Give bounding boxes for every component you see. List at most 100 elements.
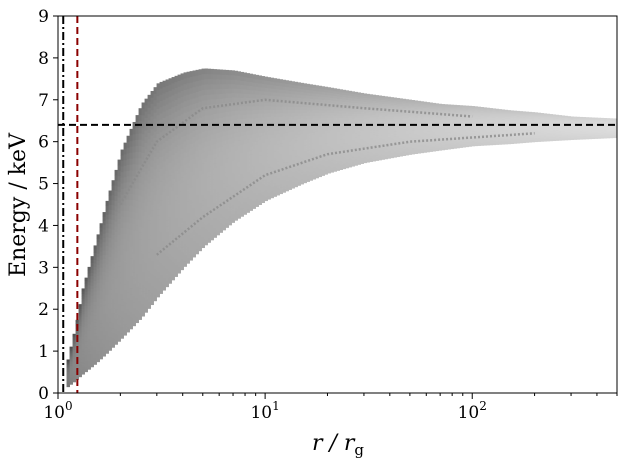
heatmap-cell	[162, 216, 166, 223]
heatmap-cell	[468, 122, 472, 125]
heatmap-cell	[66, 370, 70, 372]
heatmap-cell	[417, 103, 421, 106]
heatmap-cell	[261, 102, 265, 107]
heatmap-cell	[426, 141, 430, 144]
heatmap-cell	[483, 136, 487, 138]
heatmap-cell	[420, 137, 424, 140]
heatmap-cell	[102, 271, 106, 277]
heatmap-cell	[96, 331, 100, 336]
heatmap-cell	[165, 164, 169, 172]
heatmap-cell	[411, 122, 415, 125]
heatmap-cell	[252, 133, 256, 138]
heatmap-cell	[231, 209, 235, 214]
heatmap-cell	[192, 202, 196, 209]
heatmap-cell	[252, 125, 256, 130]
heatmap-cell	[261, 87, 265, 92]
heatmap-cell	[438, 127, 442, 129]
heatmap-cell	[93, 339, 97, 344]
heatmap-cell	[252, 192, 256, 198]
heatmap-cell	[408, 104, 412, 107]
heatmap-cell	[219, 131, 223, 137]
heatmap-cell	[159, 100, 163, 108]
heatmap-cell	[264, 120, 268, 125]
heatmap-cell	[102, 241, 106, 247]
heatmap-cell	[315, 167, 319, 171]
heatmap-cell	[408, 133, 412, 136]
heatmap-cell	[321, 104, 325, 108]
heatmap-cell	[255, 148, 259, 153]
heatmap-cell	[117, 180, 121, 187]
heatmap-cell	[342, 136, 346, 139]
heatmap-cell	[240, 199, 244, 204]
heatmap-cell	[144, 174, 148, 181]
heatmap-cell	[207, 232, 211, 238]
heatmap-cell	[360, 132, 364, 135]
heatmap-cell	[426, 131, 430, 134]
heatmap-cell	[150, 273, 154, 280]
heatmap-cell	[282, 126, 286, 130]
heatmap-cell	[342, 143, 346, 146]
heatmap-cell	[258, 121, 262, 126]
heatmap-cell	[255, 86, 259, 91]
heatmap-cell	[123, 267, 127, 274]
heatmap-cell	[435, 128, 439, 131]
heatmap-cell	[240, 144, 244, 149]
heatmap-cell	[492, 118, 496, 120]
heatmap-cell	[195, 205, 199, 211]
heatmap-cell	[78, 366, 82, 369]
heatmap-cell	[405, 117, 409, 120]
heatmap-cell	[369, 129, 373, 133]
heatmap-cell	[249, 170, 253, 175]
heatmap-cell	[489, 138, 493, 140]
heatmap-cell	[378, 146, 382, 149]
heatmap-cell	[225, 120, 229, 126]
heatmap-cell	[411, 131, 415, 134]
heatmap-cell	[390, 113, 394, 116]
heatmap-cell	[378, 148, 382, 151]
heatmap-cell	[186, 173, 190, 180]
heatmap-cell	[321, 157, 325, 161]
heatmap-cell	[444, 120, 448, 122]
heatmap-cell	[489, 111, 493, 113]
heatmap-cell	[258, 196, 262, 202]
heatmap-cell	[246, 208, 250, 213]
heatmap-cell	[243, 80, 247, 86]
heatmap-cell	[396, 104, 400, 107]
heatmap-cell	[294, 162, 298, 166]
heatmap-cell	[489, 114, 493, 117]
heatmap-cell	[465, 115, 469, 117]
heatmap-cell	[162, 86, 166, 94]
heatmap-cell	[165, 237, 169, 245]
heatmap-cell	[462, 126, 466, 128]
heatmap-cell	[147, 233, 151, 240]
heatmap-cell	[300, 178, 304, 182]
heatmap-cell	[66, 361, 70, 364]
heatmap-cell	[441, 128, 445, 131]
heatmap-cell	[162, 234, 166, 242]
heatmap-cell	[363, 128, 367, 131]
heatmap-cell	[435, 107, 439, 110]
heatmap-cell	[261, 98, 265, 103]
heatmap-cell	[279, 183, 283, 188]
heatmap-cell	[486, 128, 490, 131]
heatmap-cell	[120, 316, 124, 323]
heatmap-cell	[393, 136, 397, 139]
heatmap-cell	[219, 198, 223, 205]
heatmap-cell	[462, 125, 466, 127]
heatmap-cell	[423, 131, 427, 134]
heatmap-cell	[438, 105, 442, 107]
heatmap-cell	[369, 139, 373, 143]
heatmap-cell	[312, 162, 316, 166]
heatmap-cell	[477, 143, 481, 145]
heatmap-cell	[360, 105, 364, 108]
heatmap-cell	[342, 126, 346, 130]
heatmap-cell	[435, 138, 439, 140]
heatmap-cell	[210, 104, 214, 110]
heatmap-cell	[372, 127, 376, 131]
heatmap-cell	[90, 291, 94, 296]
heatmap-cell	[471, 116, 475, 119]
heatmap-cell	[159, 212, 163, 220]
heatmap-cell	[87, 354, 91, 358]
heatmap-cell	[381, 129, 385, 132]
heatmap-cell	[429, 115, 433, 118]
